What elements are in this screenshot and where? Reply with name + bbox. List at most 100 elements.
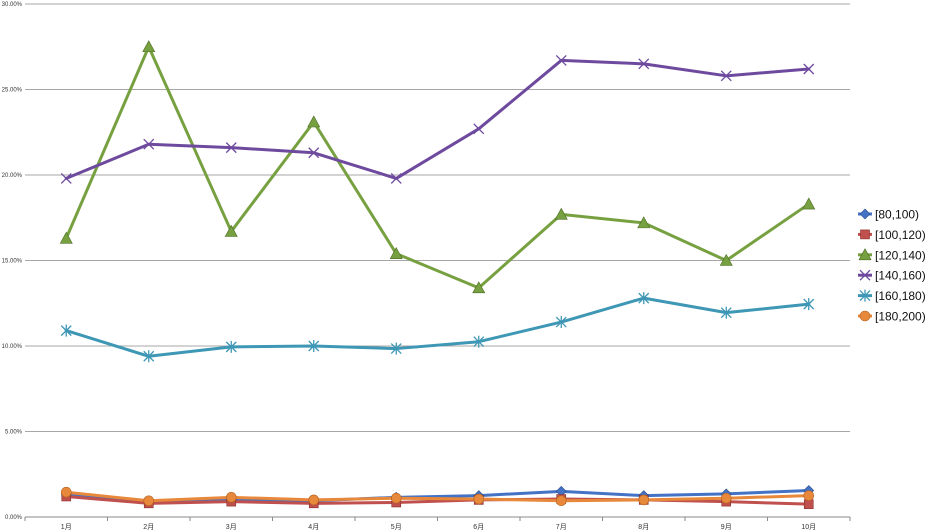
legend: [80,100) [100,120) [120,140) [140,160) [160,… (858, 208, 926, 324)
series-80-100-line (64, 488, 811, 504)
series-140-160-point (143, 138, 155, 150)
series-160-180-point (720, 306, 732, 319)
series-180-200-point (638, 494, 650, 506)
legend-swatch-point (859, 289, 871, 302)
series-180-200 (60, 486, 815, 507)
series-120-140-point (472, 281, 486, 294)
legend-swatch-point (859, 269, 871, 281)
series-180-200-point (225, 492, 237, 503)
x-tick-label: 10月 (801, 523, 816, 531)
series-160-180-point (225, 340, 237, 353)
series-180-200-point (555, 495, 567, 507)
marker-stroke (308, 147, 320, 159)
series-160-180-point (803, 298, 815, 311)
y-tick-label: 5.00% (5, 430, 23, 436)
x-tick-label: 6月 (473, 523, 484, 531)
series-160-180-point (143, 350, 155, 363)
x-tick-label: 9月 (721, 523, 732, 531)
series-100-120-point (803, 499, 814, 509)
marker-stroke (60, 172, 72, 184)
legend-label: [180,200) (875, 310, 926, 324)
series-140-160-point (555, 54, 567, 66)
series-180-200-point (390, 492, 402, 504)
legend-item: [180,200) (858, 310, 926, 324)
series-120-140-point (59, 231, 73, 244)
series-180-200-point (803, 490, 815, 501)
series-100-120-line (64, 494, 811, 506)
series-140-160-point (638, 58, 650, 70)
legend-item: [160,180) (858, 289, 926, 303)
series-180-200-point (143, 495, 155, 507)
legend-item: [140,160) (858, 269, 926, 283)
legend-label: [100,120) (875, 228, 926, 242)
x-tick-label: 2月 (143, 523, 154, 531)
y-tick-label: 25.00% (2, 88, 23, 94)
series-140-160 (60, 54, 815, 184)
x-axis (24, 516, 851, 521)
legend-swatch-point (859, 310, 871, 322)
legend-label: [140,160) (875, 269, 926, 283)
gridlines (25, 3, 850, 432)
series-180-200-point (473, 493, 485, 505)
legend-swatch-point (859, 208, 871, 220)
x-tick-label: 1月 (61, 523, 72, 531)
series-120-140 (59, 40, 816, 294)
series-140-160-point (308, 147, 320, 159)
marker-stroke (225, 142, 237, 154)
series-140-160-line (64, 58, 811, 180)
series-180-200-point (720, 492, 732, 504)
series-140-160-point (60, 172, 72, 184)
y-tick-label: 0.00% (5, 515, 23, 521)
legend-label: [160,180) (875, 289, 926, 303)
series-120-140-point (719, 253, 733, 266)
legend-swatch-point (858, 248, 872, 261)
series-140-160-point (473, 123, 485, 135)
x-tick-label: 4月 (308, 523, 319, 531)
series-140-160-point (225, 142, 237, 154)
y-tick-label: 30.00% (2, 2, 23, 8)
series-160-180-point (308, 340, 320, 352)
legend-item: [100,120) (858, 228, 926, 242)
y-tick-label: 20.00% (2, 173, 23, 179)
series-140-160-point (720, 70, 732, 82)
series-160-180-point (555, 316, 567, 329)
series-group (59, 40, 816, 509)
marker-stroke (390, 172, 402, 184)
legend-item: [120,140) (858, 248, 926, 262)
y-tick-label: 10.00% (2, 344, 23, 350)
marker-stroke (720, 70, 732, 82)
series-120-140-point (554, 207, 568, 220)
marker-stroke (555, 54, 567, 66)
marker-stroke (803, 63, 815, 75)
series-160-180-point (390, 342, 402, 355)
legend-label: [120,140) (875, 248, 926, 262)
series-120-140-point (224, 224, 238, 237)
marker-stroke (473, 123, 485, 135)
series-160-180-point (638, 292, 650, 305)
x-tick-label: 3月 (226, 523, 237, 531)
x-axis-tick-labels: 1月 2月 3月 4月 5月 6月 7月 8月 9月 10月 (61, 523, 816, 531)
marker-stroke (638, 58, 650, 70)
series-160-180-line (64, 296, 811, 358)
series-160-180-point (60, 324, 72, 337)
series-160-180 (60, 292, 815, 363)
y-tick-label: 15.00% (2, 259, 23, 265)
legend-item: [80,100) (858, 208, 919, 222)
series-180-200-point (308, 494, 320, 506)
series-160-180-point (473, 335, 485, 348)
x-tick-label: 8月 (638, 523, 649, 531)
y-axis-tick-labels: 0.00% 5.00% 10.00% 15.00% 20.00% 25.00% 30.00% (2, 2, 23, 521)
series-140-160-point (390, 172, 402, 184)
marker-stroke (859, 269, 871, 281)
series-120-140-point (142, 40, 156, 53)
series-120-140-point (637, 216, 651, 229)
series-120-140-point (389, 247, 403, 259)
series-180-200-point (60, 486, 72, 498)
legend-label: [80,100) (875, 208, 919, 222)
series-120-140-point (307, 115, 321, 128)
x-tick-label: 5月 (391, 523, 402, 531)
marker-stroke (143, 138, 155, 150)
series-140-160-point (803, 63, 815, 75)
series-180-200-line (64, 490, 811, 503)
